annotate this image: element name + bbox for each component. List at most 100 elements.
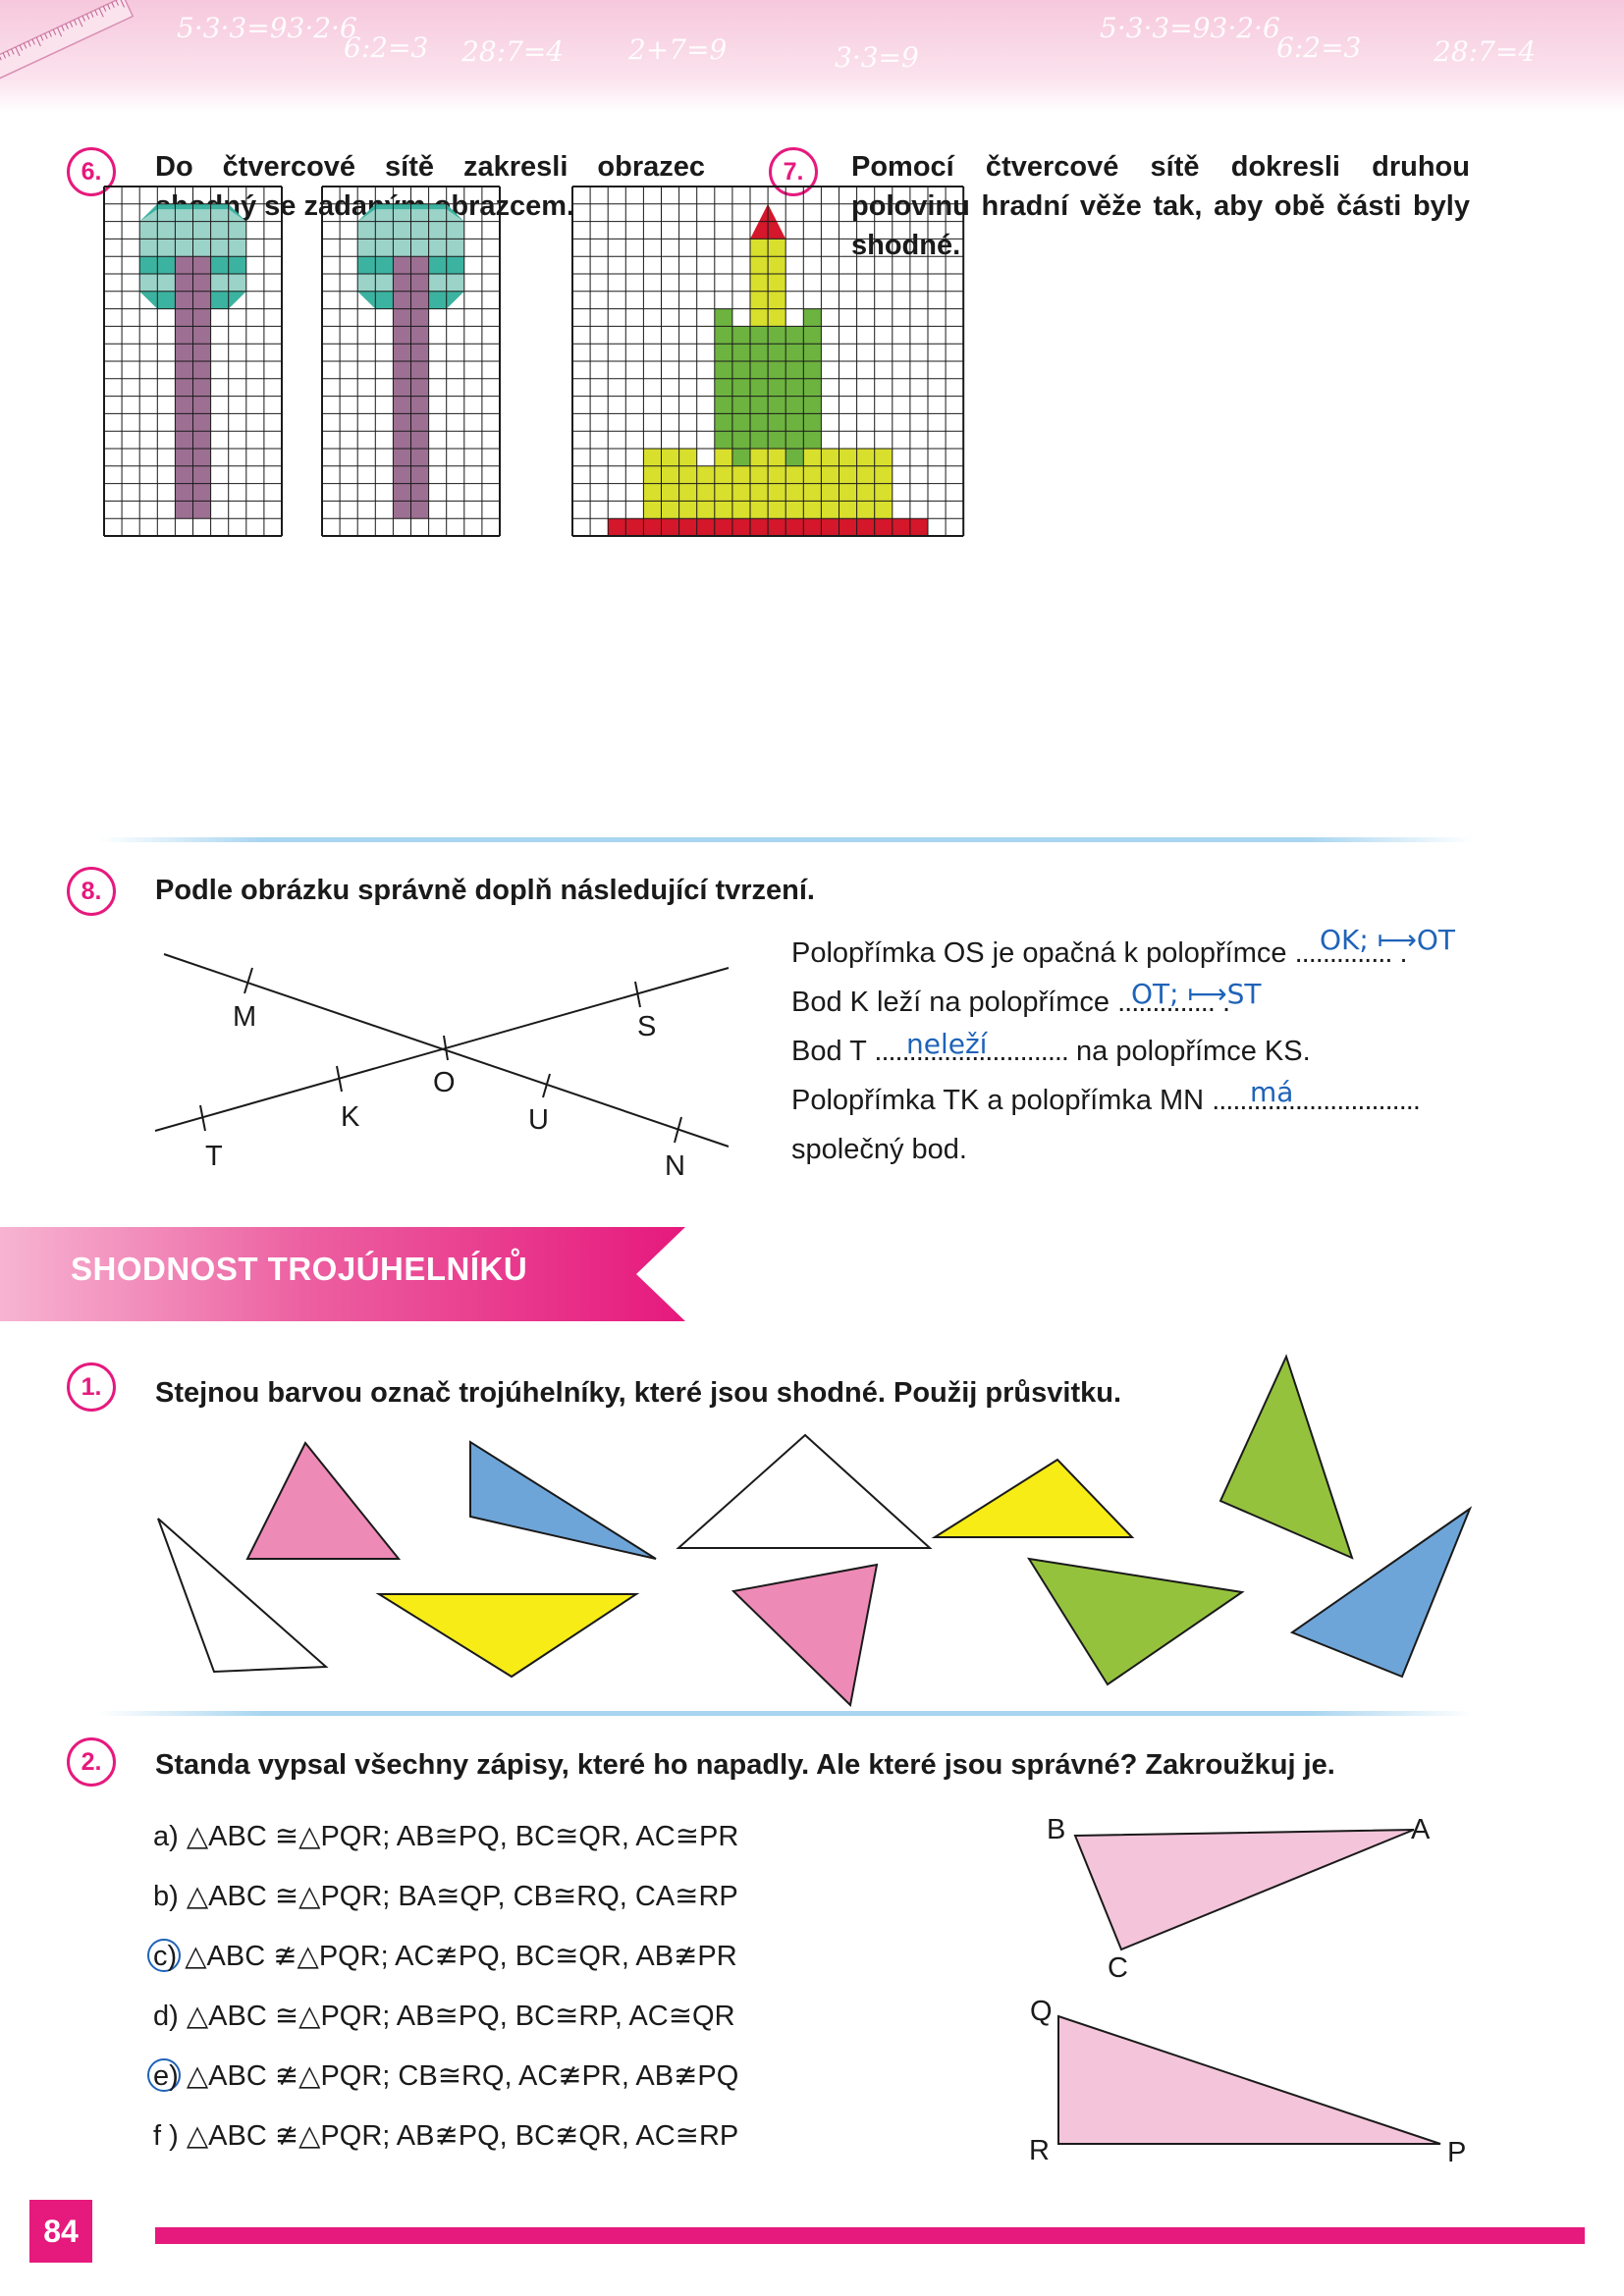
section-exercise-2-number: 2. (67, 1737, 116, 1787)
statement-2-text: Bod K leží na polopřímce (791, 987, 1118, 1018)
triangles-figure (157, 1354, 1473, 1708)
tick-O (443, 1035, 449, 1061)
section-exercise-2-instruction: Standa vypsal všechny zápisy, které ho n… (155, 1749, 1335, 1781)
lines-figure (154, 953, 730, 1148)
option-b[interactable]: b) △ABC ≅△PQR; BA≅QP, CB≅RQ, CA≅RP (153, 1879, 738, 1913)
statement-4: Polopřímka TK a polopřímka MN ..........… (791, 1085, 1421, 1117)
exercise-7-instruction: Pomocí čtvercové sítě dokresli druhou po… (851, 151, 1470, 261)
header-scribble: 5·3·3=93·2·6 (177, 12, 357, 44)
option-d-letter: d) (153, 2001, 179, 2032)
option-f[interactable]: f ) △ABC ≇△PQR; AB≇PQ, BC≇QR, AC≅RP (153, 2118, 738, 2153)
tick-M (244, 967, 253, 994)
triangle-yellow-1 (375, 1593, 640, 1679)
tick-U (542, 1073, 551, 1098)
option-a-text: △ABC ≅△PQR; AB≅PQ, BC≅QR, AC≅PR (186, 1821, 739, 1852)
option-b-letter: b) (153, 1881, 179, 1912)
triangle-ABC (1073, 1829, 1415, 1951)
vertex-label-R: R (1029, 2135, 1050, 2166)
point-label-K: K (341, 1101, 360, 1133)
statement-3-end: na polopřímce KS. (1068, 1036, 1311, 1067)
vertex-label-P: P (1447, 2137, 1467, 2168)
point-label-S: S (637, 1011, 657, 1042)
point-label-N: N (665, 1150, 685, 1182)
tick-K (336, 1065, 343, 1093)
option-f-text: △ABC ≇△PQR; AB≇PQ, BC≇QR, AC≅RP (186, 2120, 739, 2152)
statement-4-answer: má (1250, 1076, 1294, 1108)
statement-3-blank[interactable]: ............................ (874, 1036, 1069, 1067)
triangle-green-2 (1218, 1354, 1354, 1560)
grid-figures (103, 186, 965, 537)
vertex-label-A: A (1411, 1814, 1431, 1845)
option-a[interactable]: a) △ABC ≅△PQR; AB≅PQ, BC≅QR, AC≅PR (153, 1819, 738, 1853)
page-number: 84 (29, 2200, 92, 2263)
option-f-letter: f ) (153, 2120, 179, 2152)
triangle-white-2 (676, 1433, 933, 1549)
point-label-O: O (433, 1067, 456, 1098)
grid-tree-original (103, 186, 283, 537)
castle-body-foot (731, 449, 750, 466)
header-scribble: 2+7=9 (627, 33, 727, 66)
header-scribble: 28:7=4 (1433, 35, 1536, 68)
vertex-label-B: B (1047, 1814, 1066, 1845)
option-d-text: △ABC ≅△PQR; AB≅PQ, BC≅RP, AC≅QR (186, 2001, 735, 2032)
section-exercise-1-number: 1. (67, 1362, 116, 1412)
castle-body-crenel-left (714, 308, 732, 327)
section-title: SHODNOST TROJÚHELNÍKŮ (71, 1251, 528, 1287)
point-label-M: M (233, 1001, 257, 1033)
exercise-6-number: 6. (67, 147, 116, 196)
page-header-band (0, 0, 1624, 113)
castle-body-crenel-right (803, 308, 822, 327)
statement-4-blank[interactable]: .............................. (1212, 1085, 1421, 1116)
option-c-letter: c) (153, 1941, 178, 1972)
header-scribble: 6:2=3 (1276, 31, 1361, 64)
option-e-text: △ABC ≇△PQR; CB≅RQ, AC≇PR, AB≇PQ (186, 2060, 739, 2092)
header-scribble: 3·3=9 (835, 41, 919, 74)
option-b-text: △ABC ≅△PQR; BA≅QP, CB≅RQ, CA≅RP (186, 1881, 738, 1912)
circle-mark-c (147, 1939, 181, 1972)
header-scribble: 5·3·3=93·2·6 (1100, 12, 1280, 44)
statement-1-answer: OK; ⟼OT (1320, 924, 1456, 956)
exercise-8-instruction: Podle obrázku správně doplň následující … (155, 875, 815, 906)
grid-castle-tower (571, 186, 965, 537)
triangle-green-1 (1026, 1557, 1245, 1686)
statement-5: společný bod. (791, 1134, 967, 1165)
statement-1-end: . (1391, 937, 1408, 969)
tick-T (199, 1104, 206, 1132)
triangle-blue-1 (469, 1440, 657, 1560)
section-banner (0, 1227, 685, 1321)
triangle-white-1 (157, 1518, 329, 1674)
option-c[interactable]: c) △ABC ≇△PQR; AC≇PQ, BC≅QR, AB≇PR (153, 1939, 737, 1973)
triangle-PQR (1057, 2014, 1441, 2145)
vertex-label-Q: Q (1030, 1996, 1053, 2027)
grid-tree-copy (321, 186, 501, 537)
section-divider (98, 837, 1473, 842)
ruler-icon (0, 0, 135, 80)
statement-4-text: Polopřímka TK a polopřímka MN (791, 1085, 1213, 1116)
statement-1-text: Polopřímka OS je opačná k polopřímce (791, 937, 1295, 969)
footer-line (155, 2227, 1585, 2244)
circle-mark-e (147, 2058, 181, 2092)
statement-2: Bod K leží na polopřímce .............. … (791, 987, 1230, 1019)
option-a-letter: a) (153, 1821, 179, 1852)
triangle-yellow-2 (931, 1458, 1135, 1538)
statement-3-answer: neleží (906, 1028, 988, 1060)
header-decoration: 5·3·3=93·2·66:2=3 28:7=4 2+7=9 3·3=95·3·3=9… (0, 0, 1536, 80)
statement-1-blank[interactable]: .............. (1294, 937, 1393, 969)
option-c-text: △ABC ≇△PQR; AC≇PQ, BC≅QR, AB≇PR (185, 1941, 737, 1972)
vertex-label-C: C (1108, 1952, 1128, 1984)
statement-2-answer: OT; ⟼ST (1131, 978, 1262, 1010)
triangle-pink-2 (731, 1563, 879, 1708)
section-divider-2 (98, 1711, 1473, 1716)
point-label-T: T (205, 1141, 223, 1172)
exercise-8-number: 8. (67, 867, 116, 916)
tick-S (634, 981, 641, 1008)
exercise-7-number: 7. (769, 147, 818, 196)
statement-3: Bod T ............................ na po… (791, 1036, 1311, 1068)
tick-N (674, 1116, 682, 1144)
statement-2-blank[interactable]: .............. (1117, 987, 1216, 1018)
triangle-pink-1 (245, 1441, 402, 1560)
statement-3-text: Bod T (791, 1036, 875, 1067)
option-e[interactable]: e) △ABC ≇△PQR; CB≅RQ, AC≇PR, AB≇PQ (153, 2058, 738, 2093)
option-d[interactable]: d) △ABC ≅△PQR; AB≅PQ, BC≅RP, AC≅QR (153, 1999, 735, 2033)
header-scribble: 28:7=4 (460, 35, 564, 68)
